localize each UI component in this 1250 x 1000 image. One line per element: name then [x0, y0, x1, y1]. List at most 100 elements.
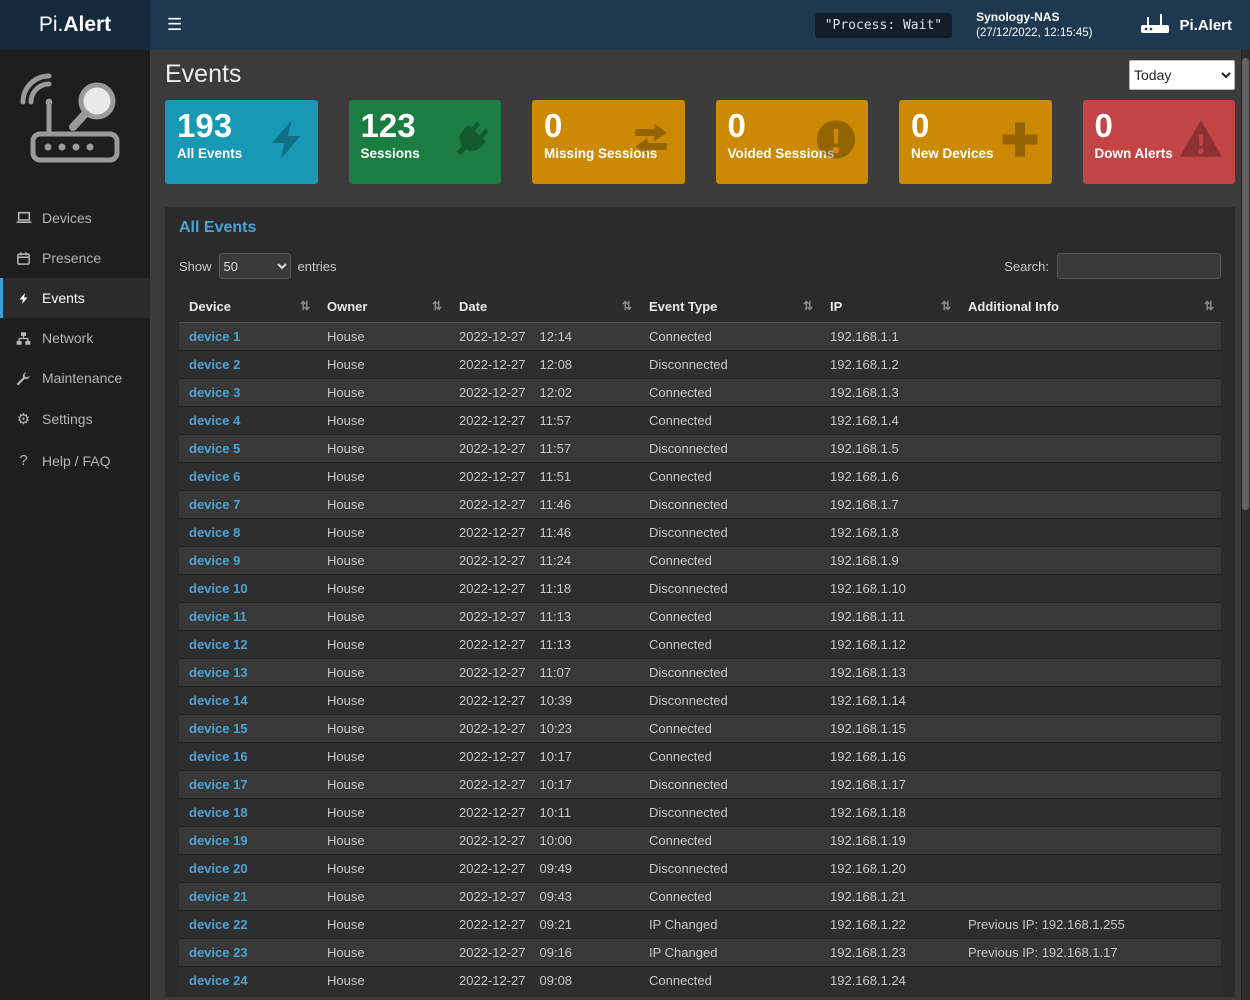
sort-icon[interactable]: ⇅: [1203, 299, 1214, 313]
table-row: device 20 House 2022-12-27 09:49 Disconne…: [179, 854, 1221, 883]
card-all-events[interactable]: 193 All Events: [165, 100, 318, 184]
column-header-event-type[interactable]: Event Type ⇅: [639, 291, 820, 323]
additional-info-cell: [958, 882, 1221, 911]
device-link[interactable]: device 5: [189, 441, 241, 456]
date-cell: 2022-12-27 11:51: [449, 462, 639, 491]
date-cell: 2022-12-27 11:13: [449, 630, 639, 659]
time-value: 10:17: [539, 749, 573, 764]
time-value: 11:07: [539, 665, 572, 680]
additional-info-cell: [958, 406, 1221, 435]
sort-icon[interactable]: ⇅: [431, 299, 442, 313]
sidebar-item-events[interactable]: Events: [0, 278, 150, 318]
additional-info-cell: [958, 658, 1221, 687]
calendar-icon: [14, 251, 33, 266]
table-row: device 23 House 2022-12-27 09:16 IP Chang…: [179, 938, 1221, 967]
device-link[interactable]: device 24: [189, 973, 248, 988]
date-value: 2022-12-27: [459, 777, 526, 792]
device-link[interactable]: device 22: [189, 917, 248, 932]
device-cell: device 7: [179, 490, 317, 519]
time-value: 09:21: [539, 917, 573, 932]
date-cell: 2022-12-27 11:24: [449, 546, 639, 575]
ip-cell: 192.168.1.2: [820, 350, 958, 379]
column-header-date[interactable]: Date ⇅: [449, 291, 639, 323]
event-type-cell: Connected: [639, 322, 820, 351]
device-link[interactable]: device 8: [189, 525, 241, 540]
device-link[interactable]: device 2: [189, 357, 241, 372]
panel-title: All Events: [179, 219, 257, 236]
device-link[interactable]: device 20: [189, 861, 248, 876]
device-link[interactable]: device 6: [189, 469, 241, 484]
card-new-devices[interactable]: 0 New Devices: [899, 100, 1052, 184]
device-link[interactable]: device 12: [189, 637, 248, 652]
date-value: 2022-12-27: [459, 973, 526, 988]
device-link[interactable]: device 7: [189, 497, 241, 512]
device-cell: device 4: [179, 406, 317, 435]
additional-info-cell: [958, 686, 1221, 715]
time-value: 09:43: [539, 889, 573, 904]
device-link[interactable]: device 11: [189, 609, 247, 624]
table-row: device 2 House 2022-12-27 12:08 Disconnec…: [179, 350, 1221, 379]
card-value: 0: [911, 107, 930, 144]
card-label: Voided Sessions: [727, 146, 835, 162]
device-link[interactable]: device 23: [189, 945, 248, 960]
additional-info-cell: Previous IP: 192.168.1.17: [958, 938, 1221, 967]
table-row: device 1 House 2022-12-27 12:14 Connected…: [179, 322, 1221, 351]
owner-cell: House: [317, 630, 449, 659]
column-header-additional-info[interactable]: Additional Info ⇅: [958, 291, 1221, 323]
additional-info-cell: [958, 966, 1221, 994]
card-voided-sessions[interactable]: 0 Voided Sessions: [715, 100, 868, 184]
search-input[interactable]: [1057, 253, 1221, 279]
sort-icon[interactable]: ⇅: [299, 299, 310, 313]
search-control: Search:: [1004, 253, 1221, 279]
scrollbar-track[interactable]: [1241, 50, 1250, 1000]
card-down-alerts[interactable]: 0 Down Alerts: [1082, 100, 1235, 184]
device-link[interactable]: device 21: [189, 889, 248, 904]
device-link[interactable]: device 17: [189, 777, 248, 792]
period-select[interactable]: Today: [1129, 60, 1235, 90]
card-missing-sessions[interactable]: 0 Missing Sessions: [532, 100, 685, 184]
sidebar-item-devices[interactable]: Devices: [0, 198, 150, 238]
sidebar-item-presence[interactable]: Presence: [0, 238, 150, 278]
column-header-device[interactable]: Device ⇅: [179, 291, 317, 323]
device-link[interactable]: device 19: [189, 833, 248, 848]
time-value: 12:02: [539, 385, 573, 400]
sidebar-item-maintenance[interactable]: Maintenance: [0, 358, 150, 398]
device-link[interactable]: device 13: [189, 665, 248, 680]
table-row: device 17 House 2022-12-27 10:17 Disconne…: [179, 770, 1221, 799]
hamburger-menu-icon[interactable]: ☰: [167, 15, 183, 34]
device-link[interactable]: device 16: [189, 749, 248, 764]
column-header-ip[interactable]: IP ⇅: [820, 291, 958, 323]
sort-icon[interactable]: ⇅: [940, 299, 951, 313]
card-label: New Devices: [911, 146, 994, 162]
table-row: device 14 House 2022-12-27 10:39 Disconne…: [179, 686, 1221, 715]
time-value: 11:51: [539, 469, 572, 484]
app-identity: Pi.Alert: [1140, 12, 1232, 38]
sidebar-item-settings[interactable]: ⚙ Settings: [0, 398, 150, 440]
sidebar-menu: Devices Presence Events Network Maintena…: [0, 198, 150, 481]
device-link[interactable]: device 15: [189, 721, 248, 736]
device-cell: device 8: [179, 518, 317, 547]
date-cell: 2022-12-27 10:11: [449, 798, 639, 827]
device-link[interactable]: device 10: [189, 581, 248, 596]
additional-info-cell: [958, 518, 1221, 547]
sort-icon[interactable]: ⇅: [621, 299, 632, 313]
page-length-select[interactable]: 50: [218, 253, 291, 279]
scrollbar-thumb[interactable]: [1242, 58, 1249, 510]
sidebar-item-network[interactable]: Network: [0, 318, 150, 358]
sidebar-item-label: Presence: [42, 250, 102, 266]
column-header-owner[interactable]: Owner ⇅: [317, 291, 449, 323]
brand-logo[interactable]: Pi. Alert: [0, 0, 150, 50]
device-link[interactable]: device 14: [189, 693, 248, 708]
sort-icon[interactable]: ⇅: [802, 299, 813, 313]
sidebar-item-help[interactable]: ? Help / FAQ: [0, 440, 150, 481]
device-cell: device 15: [179, 714, 317, 743]
device-link[interactable]: device 4: [189, 413, 241, 428]
app-name: Pi.Alert: [1179, 16, 1232, 34]
additional-info-cell: [958, 378, 1221, 407]
device-link[interactable]: device 3: [189, 385, 241, 400]
device-link[interactable]: device 18: [189, 805, 248, 820]
device-link[interactable]: device 1: [189, 329, 241, 344]
card-sessions[interactable]: 123 Sessions: [348, 100, 501, 184]
device-link[interactable]: device 9: [189, 553, 241, 568]
additional-info-cell: [958, 322, 1221, 351]
